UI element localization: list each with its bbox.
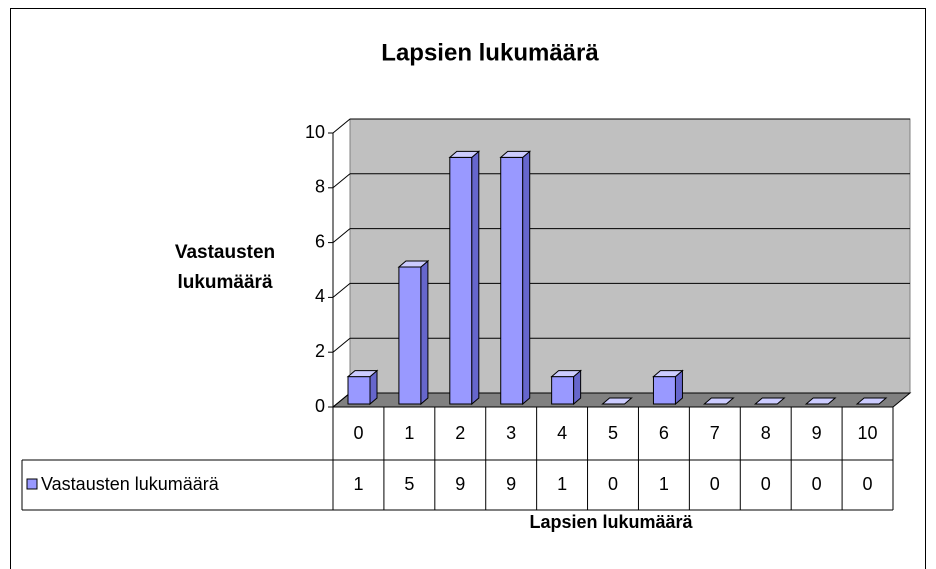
x-tick-label: 8 xyxy=(761,423,771,443)
table-value: 0 xyxy=(761,474,771,494)
x-tick-label: 2 xyxy=(455,423,465,443)
x-tick-label: 9 xyxy=(812,423,822,443)
y-axis-label: Vastausten lukumäärä xyxy=(174,242,276,293)
y-tick-label: 8 xyxy=(315,177,325,197)
bar-side xyxy=(522,150,531,406)
bar xyxy=(551,376,575,405)
x-tick-label: 7 xyxy=(710,423,720,443)
table-value: 1 xyxy=(659,474,669,494)
bar-top xyxy=(346,370,379,378)
y-tick-label: 10 xyxy=(305,122,325,142)
bar-side xyxy=(471,150,480,406)
x-axis-label: Lapsien lukumäärä xyxy=(529,512,693,532)
bar-top xyxy=(550,370,582,378)
x-tick-label: 10 xyxy=(858,423,878,443)
grid-line xyxy=(332,118,351,134)
bar-top xyxy=(448,150,481,158)
bar-top xyxy=(397,260,430,268)
y-tick-label: 2 xyxy=(315,341,325,361)
chart-title: Lapsien lukumäärä xyxy=(381,39,599,66)
legend-label: Vastausten lukumäärä xyxy=(41,474,220,494)
bar-side xyxy=(420,259,429,406)
bar-top xyxy=(703,397,735,405)
x-tick-label: 6 xyxy=(659,423,669,443)
table-value: 0 xyxy=(863,474,873,494)
table-value: 0 xyxy=(710,474,720,494)
bar xyxy=(398,266,422,405)
bar-top xyxy=(499,150,532,158)
bar xyxy=(449,156,473,405)
x-tick-label: 3 xyxy=(506,423,516,443)
x-tick-label: 4 xyxy=(557,423,567,443)
grid-line xyxy=(332,392,351,408)
table-value: 1 xyxy=(557,474,567,494)
grid-line xyxy=(332,228,351,243)
table-value: 0 xyxy=(812,474,822,494)
bar-top xyxy=(804,397,837,405)
table-value: 5 xyxy=(404,474,414,494)
table-value: 9 xyxy=(506,474,516,494)
back-wall xyxy=(349,118,911,394)
table-value: 0 xyxy=(608,474,618,494)
x-tick-label: 5 xyxy=(608,423,618,443)
x-tick-label: 1 xyxy=(404,423,414,443)
bar-top xyxy=(855,397,888,405)
grid-line xyxy=(332,173,351,189)
table-value: 9 xyxy=(455,474,465,494)
bar xyxy=(347,376,371,405)
y-tick-label: 4 xyxy=(315,286,325,306)
bar-top xyxy=(753,397,786,405)
grid-line xyxy=(332,283,351,298)
grid-line xyxy=(332,337,351,353)
bar-top xyxy=(652,370,684,378)
y-tick-label: 0 xyxy=(315,396,325,416)
bar-top xyxy=(601,397,633,405)
table-value: 1 xyxy=(353,474,363,494)
y-tick-label: 6 xyxy=(315,231,325,251)
bar xyxy=(652,376,676,405)
bar xyxy=(500,156,524,405)
x-tick-label: 0 xyxy=(353,423,363,443)
legend-swatch xyxy=(26,478,38,490)
